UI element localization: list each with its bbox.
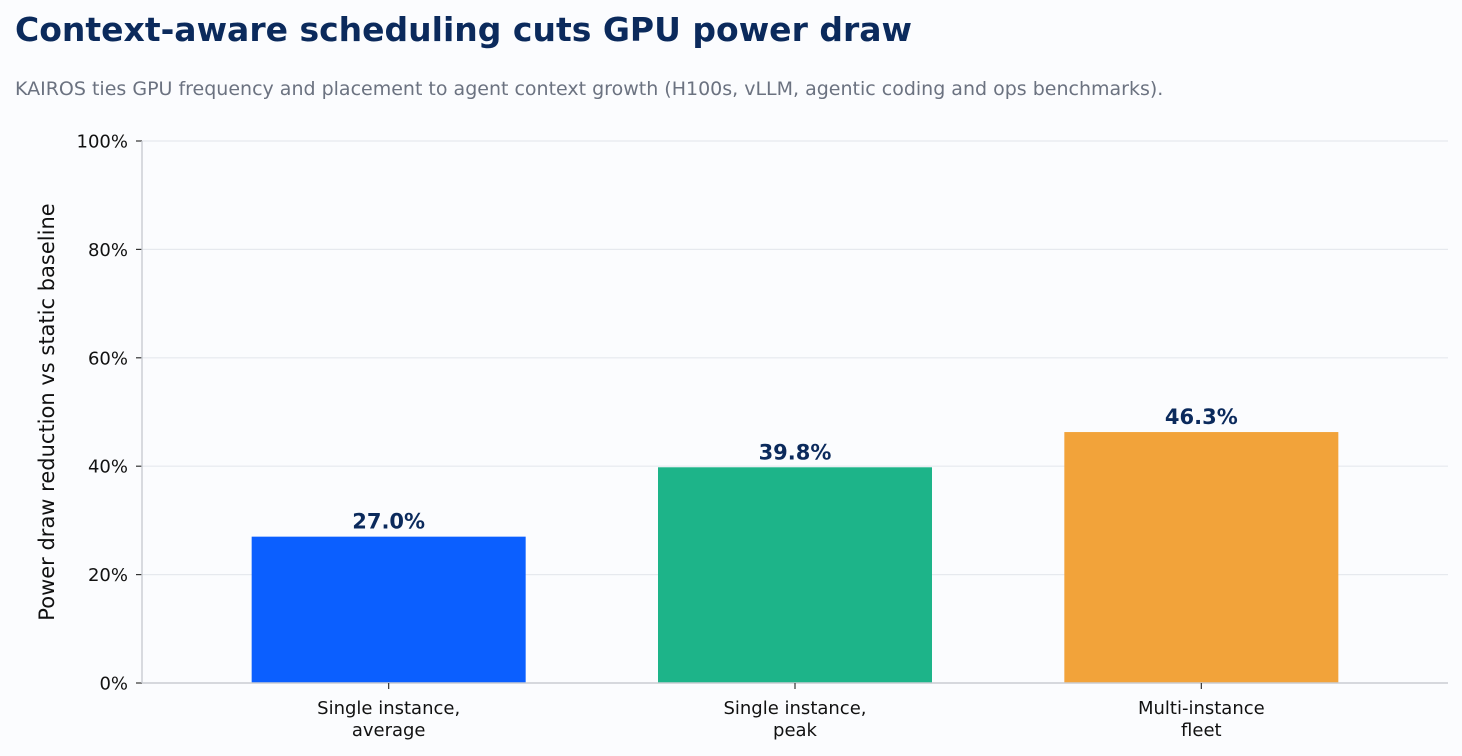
y-tick-label: 100% (77, 132, 128, 153)
x-tick-label: Multi-instance fleet (1138, 698, 1265, 741)
y-tick-label: 40% (88, 457, 128, 478)
chart-subtitle: KAIROS ties GPU frequency and placement … (15, 78, 1164, 100)
y-axis-title: Power draw reduction vs static baseline (35, 203, 59, 620)
bar (1064, 432, 1339, 683)
y-tick-label: 20% (88, 565, 128, 586)
bar-value-label: 27.0% (352, 510, 425, 534)
x-tick-label: Single instance, peak (723, 698, 866, 741)
y-axis: 0% 20% 40% 60% 80% 100% (77, 132, 143, 695)
bar (251, 536, 526, 683)
y-tick-label: 60% (88, 348, 128, 369)
x-axis: Single instance, average Single instance, p… (142, 682, 1448, 741)
bars: 27.0% 39.8% 46.3% (251, 405, 1339, 683)
bar-value-label: 46.3% (1165, 405, 1238, 429)
bar-value-label: 39.8% (759, 440, 832, 464)
x-tick-label: Single instance, average (317, 698, 460, 741)
y-tick-label: 0% (99, 674, 128, 695)
bar (658, 467, 932, 683)
chart-title: Context-aware scheduling cuts GPU power … (15, 10, 912, 49)
y-tick-label: 80% (88, 240, 128, 261)
